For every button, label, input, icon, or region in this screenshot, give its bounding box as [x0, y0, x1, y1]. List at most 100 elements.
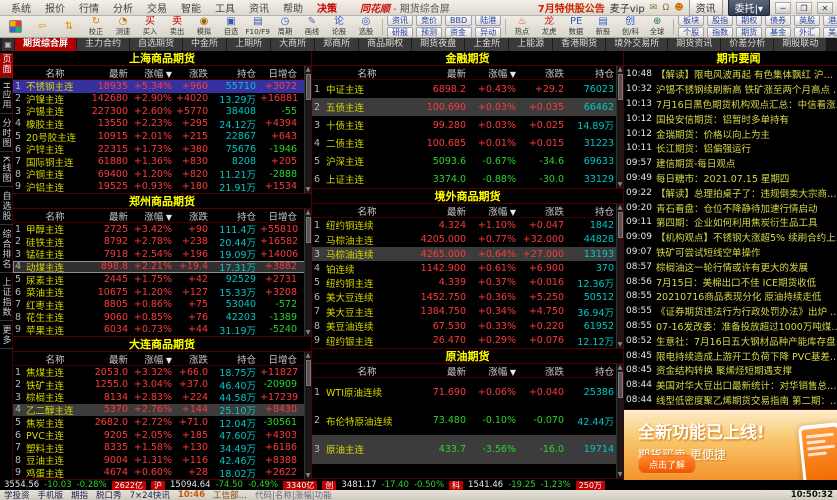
col-header-3[interactable]: 涨幅 ▼ — [488, 206, 516, 218]
sidebar-item-5[interactable]: 综合排名 — [0, 228, 13, 273]
news-item[interactable]: 09:07 铁矿可尝试短线空单操作 — [626, 245, 837, 260]
data-tool[interactable]: PE 数据 — [563, 17, 589, 36]
status-link-0[interactable]: 学投资 — [4, 491, 30, 500]
close-button[interactable]: ✕ — [817, 1, 833, 14]
scroll-down-icon[interactable]: ▼ — [617, 341, 623, 348]
table-row[interactable]: 3 沪锡主连 227300 +2.60% +5770 38408 -55 — [13, 105, 311, 119]
new-stock-tool[interactable]: ▤ 新股 — [590, 17, 616, 36]
table-row[interactable]: 7 红枣主连 8805 +0.86% +75 53040 -572 — [13, 298, 311, 312]
stack1-0-1-button[interactable]: 研报 — [387, 27, 413, 37]
tab-14[interactable]: 价差分析 — [721, 38, 774, 51]
col-header-1[interactable]: 名称 — [357, 366, 377, 378]
news-item[interactable]: 09:09 【机构观点】不锈钢大涨超5% 续刷合约上… — [626, 230, 837, 245]
news-item[interactable]: 09:22 【解读】总理拍桌子了：违规倒卖大宗商… — [626, 185, 837, 200]
news-item[interactable]: 08:44 线型低密度聚乙烯期货交易指南 第二期：… — [626, 393, 837, 408]
status-link-1[interactable]: 手机版 — [37, 491, 64, 500]
stack2-2-0-button[interactable]: 期权 — [736, 16, 763, 26]
col-header-2[interactable]: 最新 — [108, 354, 128, 366]
sidebar-item-2[interactable]: 分时图 — [0, 117, 13, 152]
menu-item-9[interactable]: 决策 — [317, 4, 337, 15]
f10-tool[interactable]: ▤ F10/F9 — [245, 17, 271, 36]
sidebar-item-6[interactable]: 上证指数 — [0, 276, 13, 321]
table-row[interactable]: 8 豆油主连 9004 +1.31% +116 42.46万 +8388 — [13, 454, 311, 468]
tab-11[interactable]: 香港期货 — [553, 38, 606, 51]
scroll-up-icon[interactable]: ▲ — [617, 364, 623, 371]
scroll-thumb[interactable] — [617, 372, 623, 398]
speed-test-tool[interactable]: ◔ 测速 — [110, 17, 136, 36]
tab-3[interactable]: 中金所 — [183, 38, 227, 51]
scroll-thumb[interactable] — [305, 217, 311, 243]
correction-tool[interactable]: ↻ 校正 — [83, 17, 109, 36]
table-scrollbar[interactable]: ▲ ▼ — [616, 66, 623, 188]
menu-item-4[interactable]: 交易 — [147, 4, 167, 15]
col-header-5[interactable]: 持仓 — [594, 206, 614, 218]
table-row[interactable]: 7 美大豆主连 1384.750 +0.34% +4.750 36.94万 — [312, 305, 623, 319]
col-header-2[interactable]: 最新 — [446, 206, 466, 218]
menu-item-1[interactable]: 报价 — [45, 4, 65, 15]
news-item[interactable]: 09:11 第四期：企业如何利用焦炭衍生品工具 — [626, 215, 837, 230]
stack1-1-1-button[interactable]: 预测 — [416, 27, 442, 37]
col-header-3[interactable]: 涨幅 ▼ — [144, 68, 172, 80]
col-header-6[interactable]: 日增仓 — [268, 211, 297, 223]
sidebar-item-1[interactable]: H应用 — [0, 81, 13, 114]
scroll-thumb[interactable] — [305, 74, 311, 100]
scroll-thumb[interactable] — [617, 212, 623, 238]
col-header-3[interactable]: 涨幅 ▼ — [488, 68, 516, 80]
table-scrollbar[interactable]: ▲ ▼ — [616, 204, 623, 348]
col-header-1[interactable]: 名称 — [45, 68, 65, 80]
mail-icon[interactable]: ✉ — [649, 2, 658, 13]
stack2-3-0-button[interactable]: 债券 — [765, 16, 792, 26]
buy-tool[interactable]: 买买入 — [137, 17, 163, 36]
news-item[interactable]: 08:56 7月15日：美棉出口不佳 ICE期货收低 — [626, 274, 837, 289]
scroll-thumb[interactable] — [305, 360, 311, 386]
drawline-tool[interactable]: ✎ 画线 — [299, 17, 325, 36]
news-item[interactable]: 10:32 沪锡不锈钢续刷新高 铁矿涨至两个月高点 … — [626, 82, 837, 97]
scroll-thumb[interactable] — [617, 74, 623, 100]
sidebar-item-4[interactable]: 自选股 — [0, 190, 13, 225]
tab-7[interactable]: 商品期权 — [359, 38, 412, 51]
table-row[interactable]: 3 原油主连 433.7 -3.56% -16.0 19714 — [312, 435, 623, 464]
stack1-0-0-button[interactable]: 资讯 — [387, 16, 413, 26]
news-item[interactable]: 08:52 生意社：7月16日五大钢材品种产能库存盘… — [626, 333, 837, 348]
col-header-6[interactable]: 日增仓 — [268, 68, 297, 80]
news-item[interactable]: 08:55 《证券期货违法行为行政处罚办法》出炉 … — [626, 304, 837, 319]
stack2-3-1-button[interactable]: 基金 — [765, 27, 792, 37]
col-header-6[interactable]: 日增仓 — [268, 354, 297, 366]
stack2-1-0-button[interactable]: 股指 — [707, 16, 734, 26]
tab-10[interactable]: 上能源 — [509, 38, 553, 51]
table-row[interactable]: 5 焦炭主连 2682.0 +2.72% +71.0 12.04万 -30561 — [13, 416, 311, 430]
news-item[interactable]: 10:48 【解读】限电风波再起 有色集体飘红 沪… — [626, 67, 837, 82]
col-header-3[interactable]: 涨幅 ▼ — [488, 366, 516, 378]
forum-tool[interactable]: 论论股 — [326, 17, 352, 36]
col-header-3[interactable]: 涨幅 ▼ — [144, 211, 172, 223]
stack2-4-1-button[interactable]: 外汇 — [794, 27, 821, 37]
table-row[interactable]: 4 铂连续 1142.900 +0.61% +6.900 370 — [312, 261, 623, 276]
table-row[interactable]: 1 中证主连 6898.2 +0.43% +29.2 76023 — [312, 80, 623, 98]
col-header-5[interactable]: 持仓 — [236, 354, 256, 366]
table-row[interactable]: 9 苹果主连 6034 +0.73% +44 31.19万 -5240 — [13, 324, 311, 336]
news-item[interactable]: 08:45 限电持续造成上游开工负荷下降 PVC基差… — [626, 348, 837, 363]
table-row[interactable]: 6 美大豆连续 1452.750 +0.36% +5.250 50512 — [312, 290, 623, 305]
scroll-up-icon[interactable]: ▲ — [617, 204, 623, 211]
hotspot-tool[interactable]: ♨ 热点 — [509, 17, 535, 36]
stack2-5-1-button[interactable]: 美股 — [823, 27, 837, 37]
col-header-5[interactable]: 持仓 — [236, 211, 256, 223]
layout-grid-tool[interactable] — [2, 20, 28, 33]
user-account[interactable]: 麦子vip — [609, 4, 645, 15]
table-scrollbar[interactable]: ▲ ▼ — [304, 209, 311, 336]
status-link-4[interactable]: 7×24快讯 — [129, 491, 170, 500]
up-down-tool[interactable]: ⇅ — [56, 21, 82, 32]
news-item[interactable]: 10:13 7月16日黑色期货机构观点汇总：中信看涨… — [626, 97, 837, 112]
table-row[interactable]: 2 布伦特原油连续 73.480 -0.10% -0.070 42.44万 — [312, 407, 623, 436]
menu-item-8[interactable]: 帮助 — [283, 4, 303, 15]
banner-cta-button[interactable]: 点击了解 — [638, 455, 697, 474]
scroll-up-icon[interactable]: ▲ — [617, 66, 623, 73]
sidebar-item-7[interactable]: 更多 — [0, 324, 13, 349]
tab-12[interactable]: 境外交易所 — [606, 38, 668, 51]
promo-notice-link[interactable]: 7月特供股公告 — [537, 4, 605, 15]
col-header-1[interactable]: 名称 — [357, 206, 377, 218]
status-link-2[interactable]: 期指 — [71, 491, 89, 500]
back-tool[interactable]: ⇦ — [29, 21, 55, 32]
tab-15[interactable]: 期股联动 — [774, 38, 827, 51]
col-header-5[interactable]: 持仓 — [236, 68, 256, 80]
